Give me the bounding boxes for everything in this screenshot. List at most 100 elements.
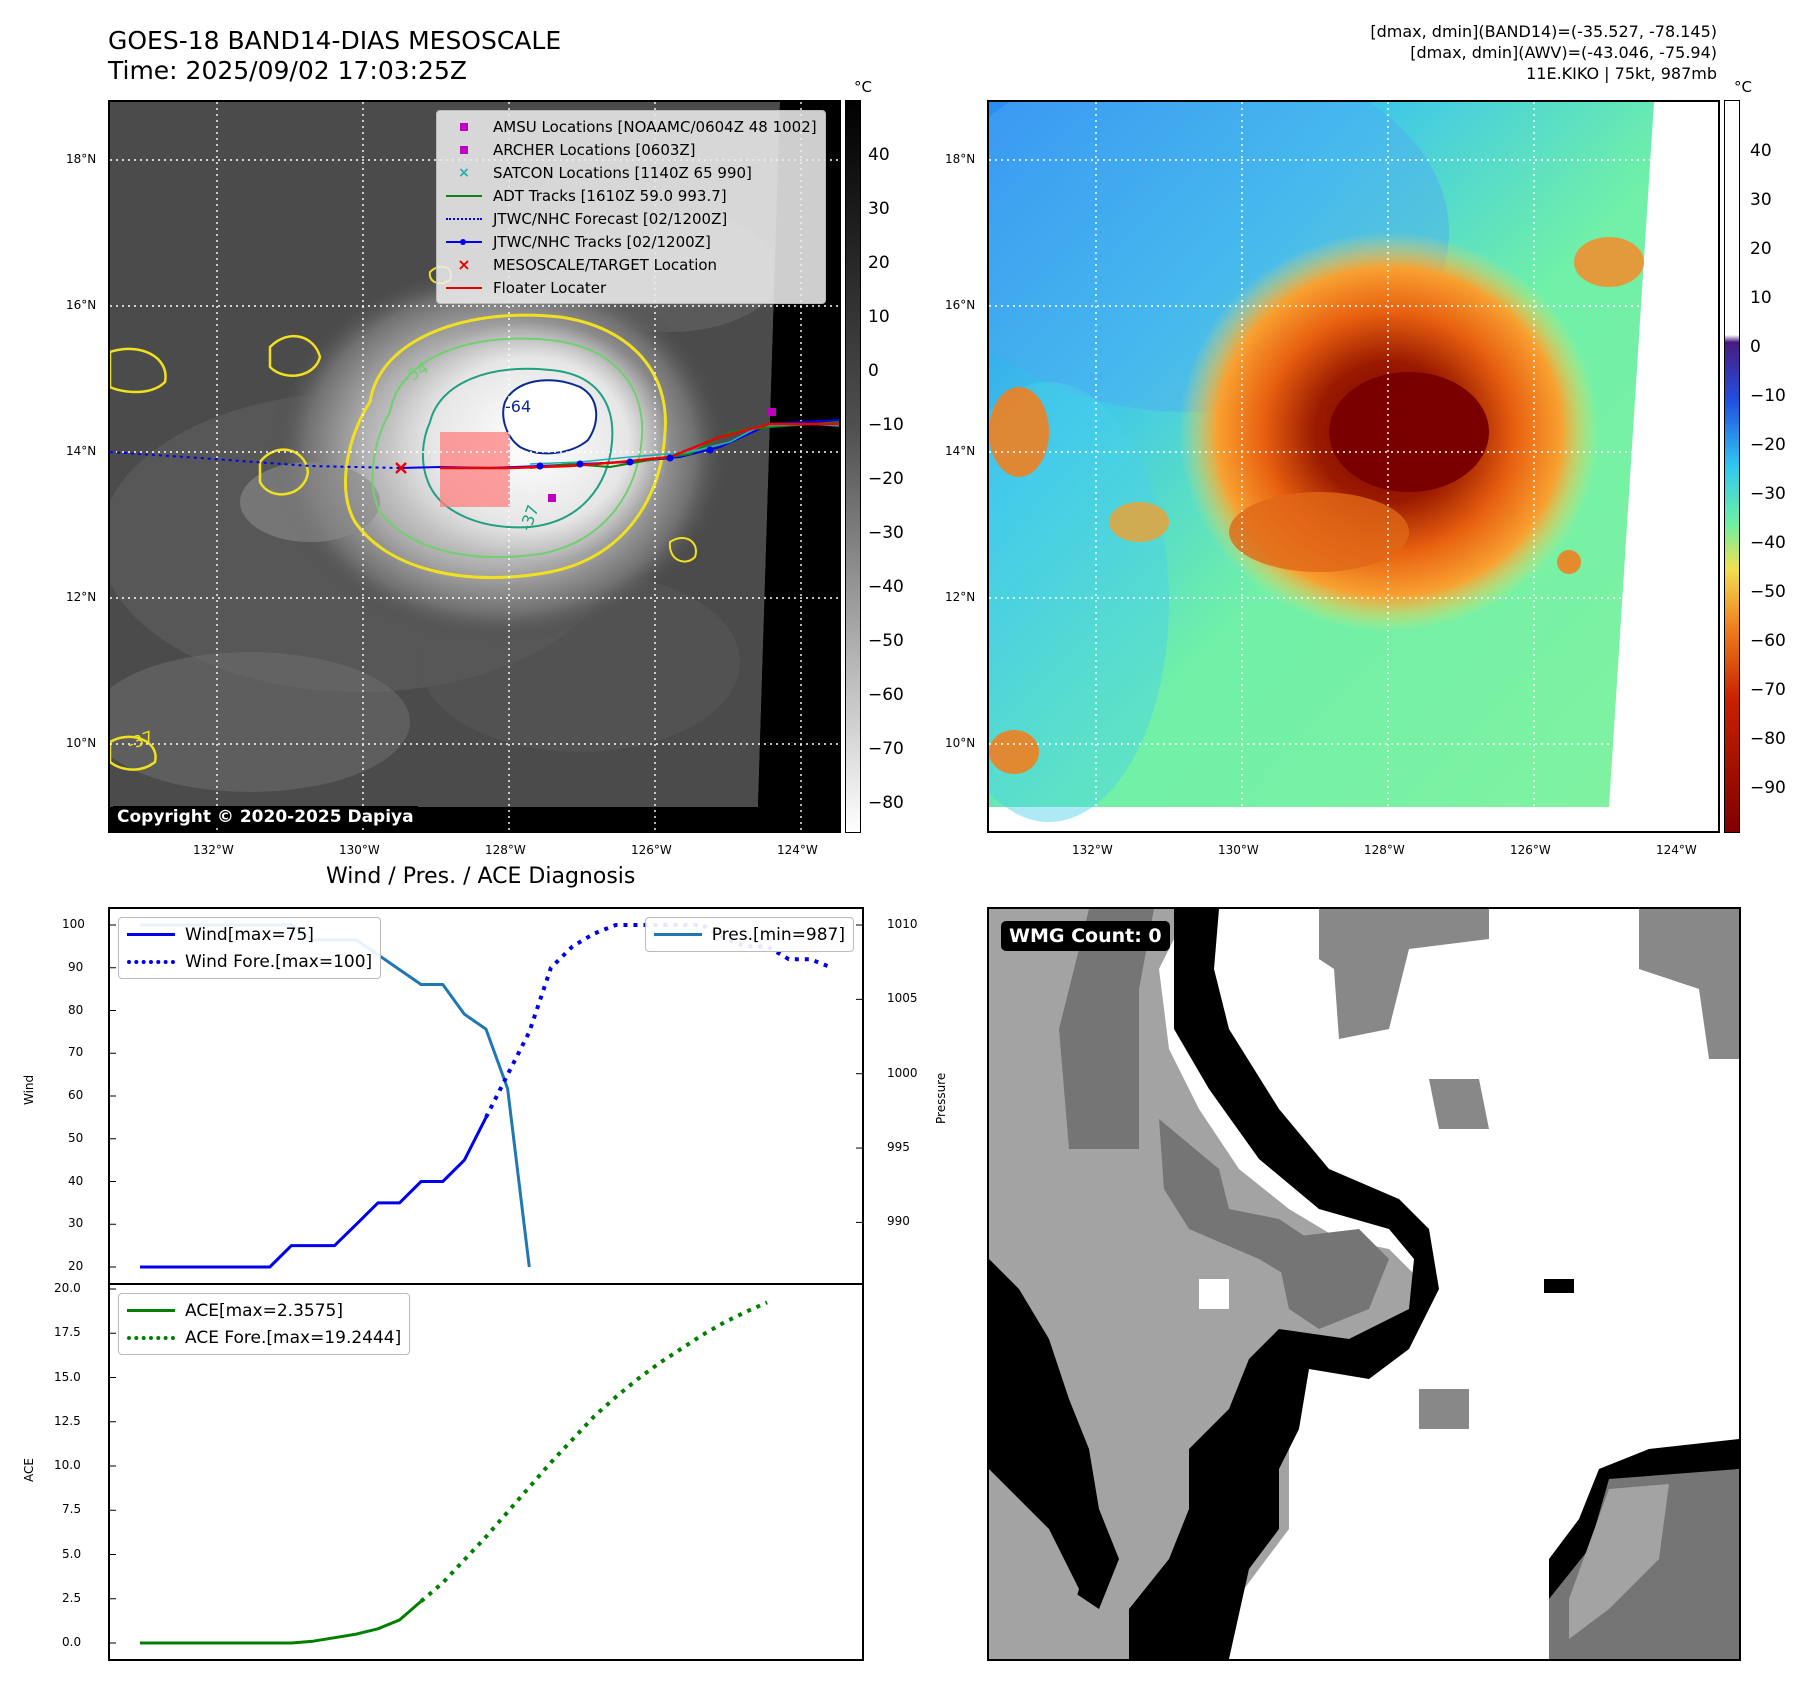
info-band14: [dmax, dmin](BAND14)=(-35.527, -78.145) [1370, 22, 1717, 41]
ir-colorbar-tick: −70 [868, 739, 904, 759]
pressure-tick-label: 1005 [887, 991, 918, 1006]
lon-label: 132°W [1072, 843, 1113, 857]
ace-tick-label: 2.5 [62, 1590, 82, 1605]
legend-item-wind: Wind[max=75] [127, 921, 372, 948]
diagnosis-title: Wind / Pres. / ACE Diagnosis [326, 864, 636, 889]
legend-label: Wind Fore.[max=100] [185, 951, 373, 972]
legend-item-adt: ADT Tracks [1610Z 59.0 993.7] [445, 184, 817, 207]
wmg-image [989, 909, 1739, 1659]
wind-tick-label: 100 [62, 917, 85, 931]
ace-legend: ACE[max=2.3575] ACE Fore.[max=19.2444] [118, 1293, 411, 1355]
legend-label: JTWC/NHC Tracks [02/1200Z] [493, 232, 711, 251]
awv-colorbar-tick: −40 [1750, 533, 1786, 553]
legend-label: Floater Locater [493, 278, 607, 297]
wind-tick-label: 20 [68, 1259, 84, 1273]
legend-item-amsu: AMSU Locations [NOAAMC/0604Z 48 1002] [445, 115, 817, 138]
ir-colorbar-tick: −20 [868, 469, 904, 489]
ir-colorbar [845, 100, 861, 833]
ir-colorbar-tick: −40 [868, 577, 904, 597]
lat-label: 18°N [66, 152, 97, 166]
legend-label: JTWC/NHC Forecast [02/1200Z] [493, 209, 728, 228]
legend-label: ARCHER Locations [0603Z] [493, 140, 696, 159]
wind-pressure-chart: Wind[max=75] Wind Fore.[max=100] Pres.[m… [108, 907, 864, 1285]
lat-label: 14°N [945, 444, 976, 458]
legend-item-forecast: JTWC/NHC Forecast [02/1200Z] [445, 207, 817, 230]
copyright-label: Copyright © 2020-2025 Dapiya [113, 806, 418, 828]
awv-colorbar-tick: −20 [1750, 435, 1786, 455]
ace-axis-label: ACE [22, 1458, 36, 1482]
lon-label: 128°W [1364, 843, 1405, 857]
wmg-panel: WMG Count: 0 [987, 907, 1741, 1661]
lat-label: 18°N [945, 152, 976, 166]
ace-line [140, 1600, 423, 1645]
awv-colorbar [1724, 100, 1740, 833]
awv-colorbar-tick: 30 [1750, 190, 1772, 210]
ace-tick-label: 15.0 [54, 1369, 81, 1384]
awv-colorbar-tick: −80 [1750, 729, 1786, 749]
lon-label: 126°W [1510, 843, 1551, 857]
awv-colorbar-tick: 20 [1750, 239, 1772, 259]
info-awv: [dmax, dmin](AWV)=(-43.046, -75.94) [1410, 43, 1717, 62]
legend-label: ADT Tracks [1610Z 59.0 993.7] [493, 186, 727, 205]
wind-line [140, 1116, 488, 1269]
pressure-tick-label: 1000 [887, 1065, 918, 1080]
ir-satellite-panel: -54 -64 -37 -37 AMSU Locations [NOAAMC/0… [108, 100, 841, 833]
lat-label: 16°N [945, 298, 976, 312]
awv-colorbar-tick: −50 [1750, 582, 1786, 602]
legend-item-tracks: JTWC/NHC Tracks [02/1200Z] [445, 230, 817, 253]
wind-tick-label: 40 [68, 1173, 84, 1188]
awv-colorbar-tick: −30 [1750, 484, 1786, 504]
lon-label: 124°W [1656, 843, 1697, 857]
ace-tick-label: 0.0 [62, 1635, 82, 1649]
awv-satellite-image [989, 102, 1718, 831]
ir-colorbar-tick: −30 [868, 523, 904, 543]
lat-label: 14°N [66, 444, 97, 458]
lat-label: 12°N [66, 590, 97, 604]
lat-label: 10°N [66, 736, 97, 750]
legend-item-wind-forecast: Wind Fore.[max=100] [127, 948, 372, 975]
ir-colorbar-tick: −60 [868, 685, 904, 705]
lat-label: 16°N [66, 298, 97, 312]
awv-colorbar-tick: −60 [1750, 631, 1786, 651]
ace-forecast-line [419, 1300, 768, 1603]
legend-label: SATCON Locations [1140Z 65 990] [493, 163, 752, 182]
legend-label: MESOSCALE/TARGET Location [493, 255, 718, 274]
legend-item-archer: ARCHER Locations [0603Z] [445, 138, 817, 161]
ir-colorbar-tick: −10 [868, 415, 904, 435]
awv-colorbar-tick: 0 [1750, 337, 1761, 357]
ir-legend: AMSU Locations [NOAAMC/0604Z 48 1002] AR… [436, 110, 826, 304]
wind-axis-label: Wind [22, 1074, 36, 1105]
pressure-tick-label: 1010 [887, 917, 918, 931]
awv-colorbar-tick: −10 [1750, 386, 1786, 406]
awv-colorbar-unit: °C [1734, 78, 1752, 96]
ir-colorbar-tick: 40 [868, 145, 890, 165]
awv-satellite-panel [987, 100, 1720, 833]
ace-chart: ACE[max=2.3575] ACE Fore.[max=19.2444] [108, 1283, 864, 1661]
ace-plot [110, 1288, 768, 1645]
wind-tick-label: 30 [68, 1216, 84, 1231]
lat-label: 12°N [945, 590, 976, 604]
ir-colorbar-tick: 10 [868, 307, 890, 327]
legend-item-ace-forecast: ACE Fore.[max=19.2444] [127, 1324, 401, 1351]
pressure-axis-label: Pressure [934, 1072, 948, 1124]
awv-colorbar-tick: 40 [1750, 141, 1772, 161]
ace-tick-label: 7.5 [62, 1502, 82, 1517]
ace-tick-label: 12.5 [54, 1413, 81, 1428]
pressure-legend: Pres.[min=987] [644, 917, 854, 952]
ir-colorbar-tick: −50 [868, 631, 904, 651]
figure-time: Time: 2025/09/02 17:03:25Z [108, 56, 467, 85]
awv-colorbar-tick: 10 [1750, 288, 1772, 308]
legend-item-satcon: × SATCON Locations [1140Z 65 990] [458, 163, 752, 182]
awv-colorbar-tick: −90 [1750, 778, 1786, 798]
lat-label: 10°N [945, 736, 976, 750]
lon-label: 124°W [777, 843, 818, 857]
legend-item-floater: Floater Locater [445, 276, 817, 299]
legend-item-target: × MESOSCALE/TARGET Location [457, 255, 718, 274]
wind-tick-label: 50 [68, 1130, 84, 1145]
wind-tick-label: 90 [68, 959, 84, 974]
info-storm: 11E.KIKO | 75kt, 987mb [1526, 64, 1717, 83]
wind-forecast-line [484, 923, 833, 1119]
ir-colorbar-tick: 20 [868, 253, 890, 273]
ir-colorbar-tick: 0 [868, 361, 879, 381]
wind-tick-label: 60 [68, 1088, 84, 1102]
